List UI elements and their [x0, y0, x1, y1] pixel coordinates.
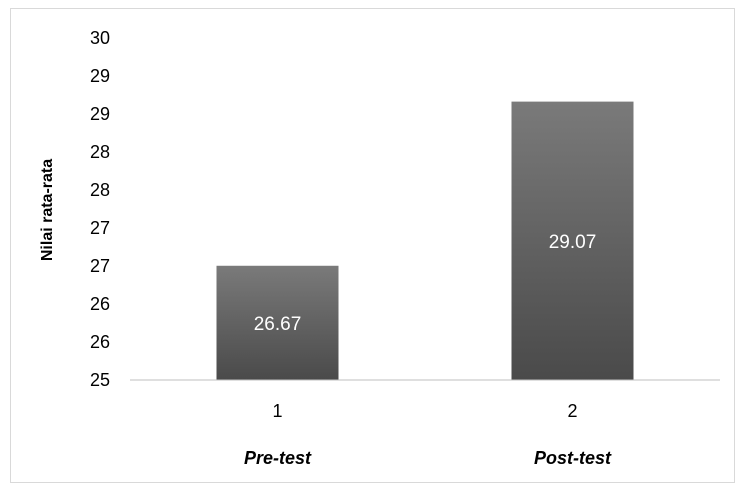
y-tick-label: 26 — [90, 332, 110, 352]
y-tick-label: 26 — [90, 294, 110, 314]
y-tick-label: 25 — [90, 370, 110, 390]
y-axis-label: Nilai rata-rata — [39, 159, 56, 261]
y-tick-label: 28 — [90, 142, 110, 162]
y-tick-label: 28 — [90, 180, 110, 200]
y-axis-ticks: 25 26 26 27 27 28 28 29 29 30 — [90, 28, 110, 390]
bar-data-label: 29.07 — [549, 232, 597, 253]
bars: 26.67 29.07 — [216, 101, 634, 380]
bar — [216, 265, 339, 380]
category-label: Post-test — [534, 448, 612, 468]
y-tick-label: 29 — [90, 104, 110, 124]
x-tick-label: 1 — [272, 401, 282, 421]
y-tick-label: 30 — [90, 28, 110, 48]
bar — [511, 101, 634, 380]
bar-data-label: 26.67 — [254, 314, 302, 335]
y-tick-label: 29 — [90, 66, 110, 86]
category-labels: Pre-test Post-test — [244, 448, 612, 468]
category-label: Pre-test — [244, 448, 312, 468]
x-tick-label: 2 — [567, 401, 577, 421]
y-tick-label: 27 — [90, 218, 110, 238]
y-tick-label: 27 — [90, 256, 110, 276]
